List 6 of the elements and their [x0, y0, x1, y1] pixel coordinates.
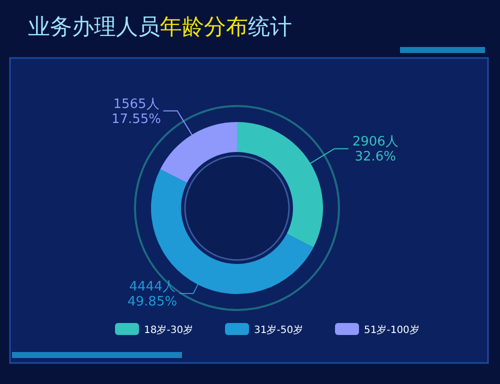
chart-title: 业务办理人员年龄分布统计 — [28, 15, 292, 40]
legend-label: 51岁-100岁 — [364, 324, 420, 336]
legend-label: 31岁-50岁 — [254, 324, 304, 336]
data-label: 2906人 32.6% — [352, 134, 398, 165]
data-label: 1565人 17.55% — [111, 96, 162, 127]
legend-label: 18岁-30岁 — [144, 324, 194, 336]
